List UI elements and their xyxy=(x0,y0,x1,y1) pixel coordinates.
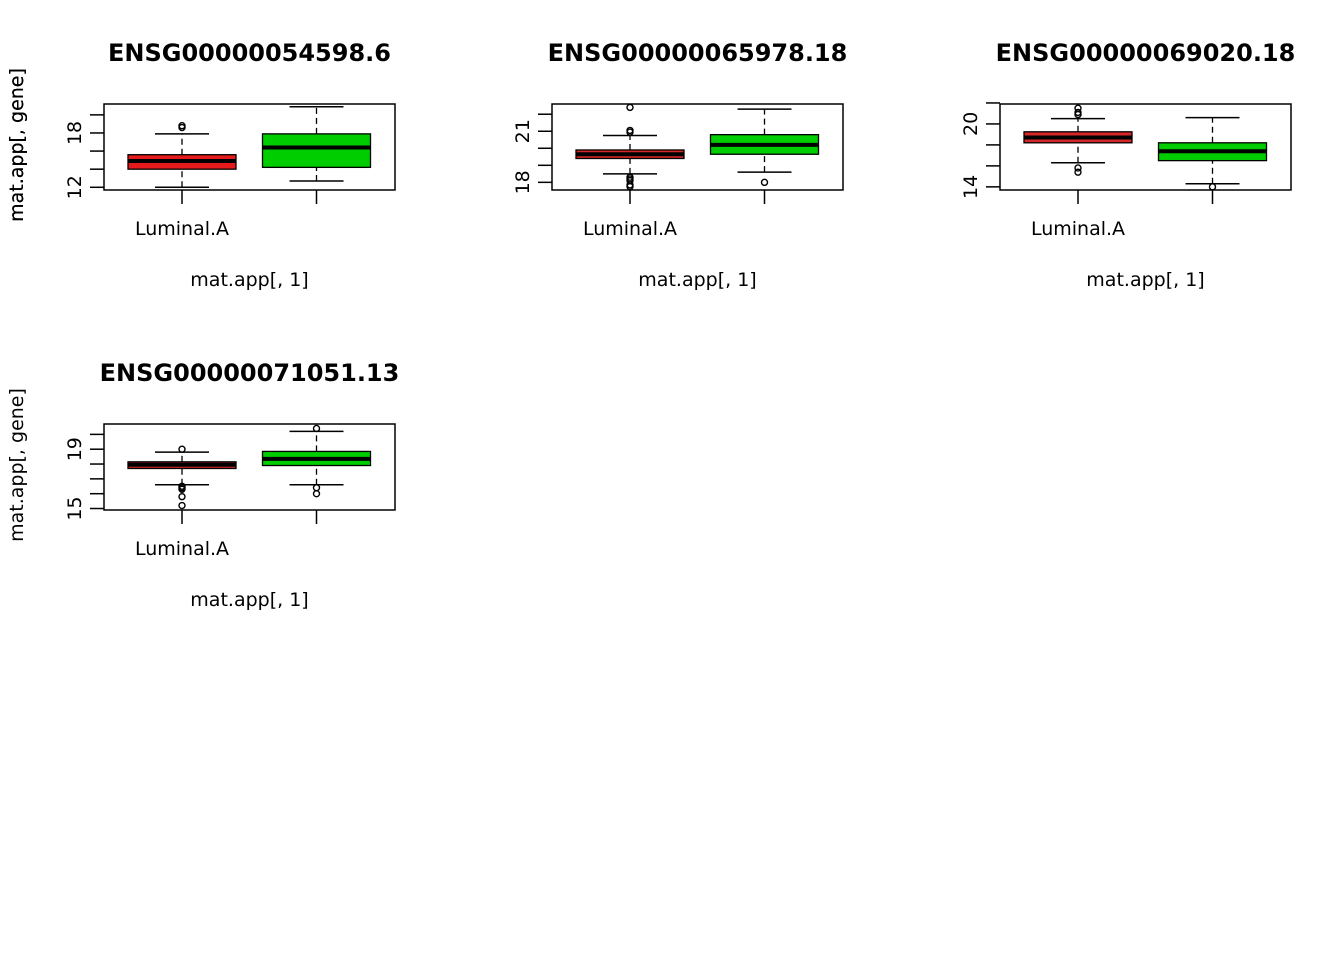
y-axis-label: mat.app[, gene] xyxy=(6,388,28,542)
x-axis-label: mat.app[, 1] xyxy=(638,269,756,291)
chart-panel-3: ENSG00000069020.18 14 20 Luminal.A mat.app[,… xyxy=(6,39,1295,291)
outlier-point xyxy=(312,484,321,492)
y-axis-label: mat.app[, gene] xyxy=(6,68,28,222)
box-1 xyxy=(575,103,685,191)
x-axis-label: mat.app[, 1] xyxy=(1086,269,1204,291)
outlier-point xyxy=(178,445,186,453)
outlier-point xyxy=(312,489,321,498)
outlier-point xyxy=(626,126,634,135)
outlier-point xyxy=(1208,183,1217,191)
x-tick-label: Luminal.A xyxy=(1031,218,1125,240)
outlier-point xyxy=(178,485,186,493)
y-axis-label: mat.app[, gene] xyxy=(6,68,28,222)
y-tick-label: 21 xyxy=(512,119,534,143)
outlier-point xyxy=(760,178,769,187)
x-tick-label: Luminal.A xyxy=(135,538,229,560)
chart-title: ENSG00000069020.18 xyxy=(996,39,1296,67)
chart-panel-2: ENSG00000065978.18 18 21 Luminal.A mat.app[,… xyxy=(6,39,847,291)
y-tick-label: 18 xyxy=(512,170,534,194)
box-body xyxy=(261,133,372,169)
y-tick-label: 19 xyxy=(64,437,86,461)
chart-title: ENSG00000071051.13 xyxy=(100,359,400,387)
outlier-point xyxy=(178,492,186,501)
plot-frame xyxy=(999,103,1292,191)
outlier-point xyxy=(626,103,634,112)
y-axis-label: mat.app[, gene] xyxy=(6,68,28,222)
chart-panel-4: ENSG00000071051.13 15 19 Luminal.A mat.app[,… xyxy=(6,359,399,611)
box-1 xyxy=(127,445,237,510)
x-tick-label: Luminal.A xyxy=(135,218,229,240)
outlier-point xyxy=(178,122,186,130)
x-tick-label: Luminal.A xyxy=(583,218,677,240)
chart-title: ENSG00000065978.18 xyxy=(548,39,848,67)
outlier-point xyxy=(312,424,321,433)
box-2 xyxy=(261,105,372,182)
x-axis-label: mat.app[, 1] xyxy=(190,589,308,611)
outlier-point xyxy=(626,182,634,191)
box-2 xyxy=(1157,116,1268,191)
x-axis-label: mat.app[, 1] xyxy=(190,269,308,291)
y-tick-label: 18 xyxy=(64,121,86,145)
box-1 xyxy=(127,122,237,189)
outlier-point xyxy=(178,501,186,510)
y-tick-label: 15 xyxy=(64,496,86,520)
y-tick-label: 14 xyxy=(960,175,982,199)
box-2 xyxy=(709,108,820,187)
outlier-point xyxy=(1074,104,1082,112)
y-tick-label: 12 xyxy=(64,175,86,199)
box-1 xyxy=(1023,104,1133,176)
plot-frame xyxy=(551,103,844,191)
plot-frame xyxy=(103,103,396,191)
outlier-point xyxy=(1074,164,1082,172)
chart-title: ENSG00000054598.6 xyxy=(108,39,391,67)
y-tick-label: 20 xyxy=(960,112,982,136)
box-2 xyxy=(261,424,372,498)
chart-panel-1: ENSG00000054598.6 12 18 Luminal.A mat.app[, … xyxy=(6,39,396,291)
plot-frame xyxy=(103,423,396,511)
outlier-point xyxy=(1074,108,1082,117)
outlier-point xyxy=(1074,168,1082,176)
